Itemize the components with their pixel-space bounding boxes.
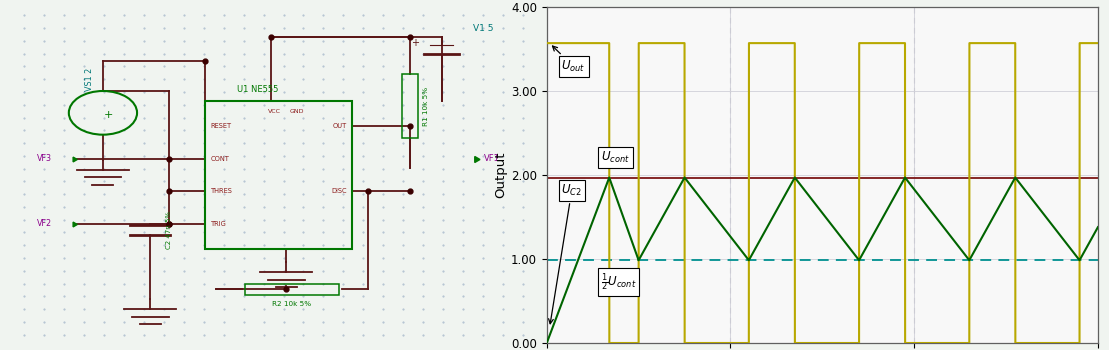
Text: VF3: VF3 [38,154,52,163]
Text: CONT: CONT [211,156,230,162]
Text: +: + [411,38,419,48]
Text: C2 47n 5%: C2 47n 5% [166,211,172,248]
Text: VF1: VF1 [484,154,499,163]
Text: VF2: VF2 [38,219,52,228]
Y-axis label: Output: Output [494,152,507,198]
Text: GND: GND [289,108,304,114]
Text: V1 5: V1 5 [474,23,494,33]
Text: +: + [103,110,113,120]
Text: R2 10k 5%: R2 10k 5% [273,301,312,307]
Text: TRIG: TRIG [211,221,226,227]
Text: U1 NE555: U1 NE555 [237,85,278,94]
Text: OUT: OUT [333,123,347,129]
Text: VCC: VCC [268,108,282,114]
Text: $U_{out}$: $U_{out}$ [552,46,586,74]
Text: $U_{C2}$: $U_{C2}$ [549,182,582,324]
Text: R1 10k 5%: R1 10k 5% [424,86,429,126]
Text: THRES: THRES [211,188,233,194]
Text: RESET: RESET [211,123,232,129]
Text: VS1 2: VS1 2 [84,68,93,91]
Text: $\frac{1}{2}U_{cont}$: $\frac{1}{2}U_{cont}$ [601,271,637,293]
Text: DISC: DISC [332,188,347,194]
Text: $U_{cont}$: $U_{cont}$ [601,150,630,165]
